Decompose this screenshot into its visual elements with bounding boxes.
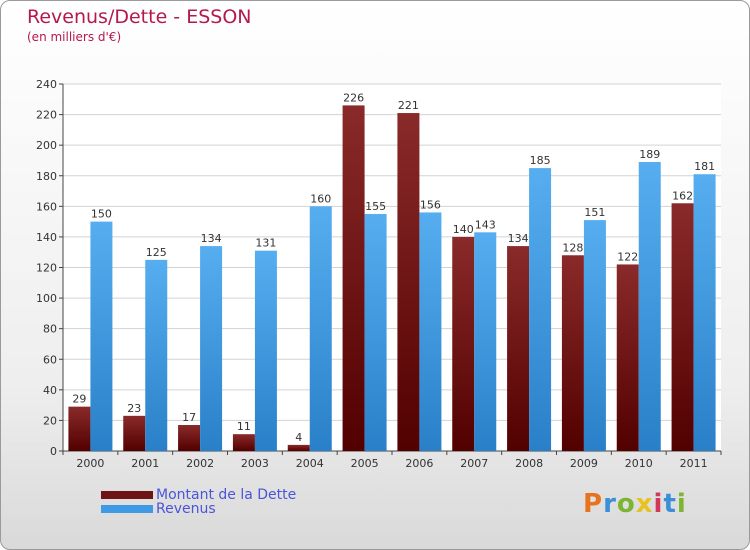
bar-revenus bbox=[254, 250, 277, 451]
bar-dette bbox=[287, 444, 310, 451]
bar-revenus bbox=[200, 246, 223, 451]
legend-swatch-revenus bbox=[101, 505, 153, 513]
proxiti-logo: Proxiti bbox=[583, 489, 687, 519]
legend-item-dette: Montant de la Dette bbox=[101, 487, 296, 503]
data-label-revenus: 151 bbox=[584, 206, 605, 219]
logo-letter: x bbox=[635, 489, 654, 519]
data-label-dette: 221 bbox=[398, 99, 419, 112]
x-tick-label: 2009 bbox=[570, 457, 598, 470]
y-tick-label: 80 bbox=[43, 323, 57, 336]
data-label-revenus: 156 bbox=[420, 198, 441, 211]
bar-dette bbox=[397, 113, 420, 451]
bar-revenus bbox=[419, 212, 442, 451]
bar-revenus bbox=[90, 221, 113, 451]
x-tick-label: 2001 bbox=[131, 457, 159, 470]
bar-revenus bbox=[309, 206, 332, 451]
x-tick-label: 2005 bbox=[351, 457, 379, 470]
bar-dette bbox=[123, 415, 146, 451]
y-tick-label: 120 bbox=[36, 262, 57, 275]
x-tick-label: 2002 bbox=[186, 457, 214, 470]
y-tick-label: 140 bbox=[36, 231, 57, 244]
data-label-revenus: 131 bbox=[255, 237, 276, 250]
x-tick-label: 2000 bbox=[76, 457, 104, 470]
logo-letter: o bbox=[616, 489, 636, 519]
legend-item-revenus: Revenus bbox=[101, 501, 216, 517]
bar-dette bbox=[342, 105, 365, 452]
y-tick-label: 200 bbox=[36, 139, 57, 152]
logo-letter: i bbox=[653, 489, 664, 519]
legend-swatch-dette bbox=[101, 491, 153, 499]
y-tick-label: 240 bbox=[36, 78, 57, 91]
data-label-dette: 29 bbox=[72, 393, 86, 406]
data-label-revenus: 155 bbox=[365, 200, 386, 213]
bar-dette bbox=[68, 406, 91, 451]
data-label-dette: 17 bbox=[182, 411, 196, 424]
bar-dette bbox=[507, 246, 530, 451]
bar-revenus bbox=[638, 161, 661, 452]
bar-dette bbox=[561, 255, 584, 451]
logo-letter: P bbox=[583, 489, 604, 519]
data-label-dette: 134 bbox=[508, 232, 529, 245]
bar-revenus bbox=[145, 259, 168, 451]
bar-revenus bbox=[364, 213, 387, 451]
bar-dette bbox=[178, 425, 201, 451]
data-label-revenus: 134 bbox=[201, 232, 222, 245]
data-label-dette: 226 bbox=[343, 91, 364, 104]
x-tick-label: 2004 bbox=[296, 457, 324, 470]
legend-label-dette: Montant de la Dette bbox=[156, 487, 297, 503]
data-label-revenus: 150 bbox=[91, 208, 112, 221]
x-tick-label: 2006 bbox=[405, 457, 433, 470]
logo-letter: r bbox=[603, 489, 617, 519]
y-tick-label: 160 bbox=[36, 200, 57, 213]
y-tick-label: 0 bbox=[50, 445, 57, 458]
bar-revenus bbox=[693, 174, 716, 452]
data-label-dette: 4 bbox=[295, 431, 302, 444]
bar-revenus bbox=[529, 168, 552, 451]
legend-label-revenus: Revenus bbox=[156, 501, 216, 517]
data-label-dette: 11 bbox=[237, 420, 251, 433]
data-label-revenus: 125 bbox=[146, 246, 167, 259]
y-tick-label: 20 bbox=[43, 414, 57, 427]
logo-letter: i bbox=[676, 489, 687, 519]
x-tick-label: 2010 bbox=[625, 457, 653, 470]
data-label-revenus: 181 bbox=[694, 160, 715, 173]
bar-revenus bbox=[583, 220, 606, 451]
chart-title: Revenus/Dette - ESSON bbox=[27, 6, 252, 28]
x-tick-label: 2003 bbox=[241, 457, 269, 470]
data-label-dette: 23 bbox=[127, 402, 141, 415]
x-tick-label: 2011 bbox=[680, 457, 708, 470]
bar-dette bbox=[232, 434, 255, 451]
data-label-revenus: 185 bbox=[530, 154, 551, 167]
bar-dette bbox=[616, 264, 639, 451]
data-label-dette: 122 bbox=[617, 250, 638, 263]
y-tick-label: 40 bbox=[43, 384, 57, 397]
data-label-revenus: 160 bbox=[310, 192, 331, 205]
x-tick-label: 2007 bbox=[460, 457, 488, 470]
bar-dette bbox=[671, 203, 694, 451]
x-tick-label: 2008 bbox=[515, 457, 543, 470]
data-label-dette: 162 bbox=[672, 189, 693, 202]
y-tick-label: 220 bbox=[36, 109, 57, 122]
chart-subtitle: (en milliers d'€) bbox=[27, 30, 122, 44]
data-label-dette: 128 bbox=[562, 241, 583, 254]
data-label-dette: 140 bbox=[453, 223, 474, 236]
bar-revenus bbox=[474, 232, 497, 451]
y-tick-label: 60 bbox=[43, 353, 57, 366]
logo-letter: t bbox=[663, 489, 677, 519]
y-tick-label: 100 bbox=[36, 292, 57, 305]
bar-dette bbox=[452, 236, 475, 451]
y-tick-label: 180 bbox=[36, 170, 57, 183]
data-label-revenus: 189 bbox=[639, 148, 660, 161]
data-label-revenus: 143 bbox=[475, 218, 496, 231]
